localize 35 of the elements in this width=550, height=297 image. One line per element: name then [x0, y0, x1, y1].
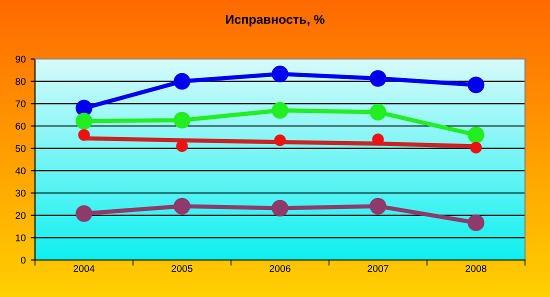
point — [76, 205, 92, 222]
point — [470, 142, 482, 154]
x-tick-label: 2008 — [466, 265, 486, 272]
point — [272, 102, 288, 119]
point — [174, 112, 190, 129]
y-tick-label: 20 — [16, 212, 26, 219]
x-tick-label: 2007 — [368, 265, 388, 272]
y-tick-label: 10 — [16, 234, 26, 242]
y-tick-label: 70 — [16, 100, 26, 108]
point — [468, 126, 484, 144]
point — [78, 129, 90, 141]
point — [176, 140, 188, 152]
point — [272, 66, 288, 82]
point — [372, 134, 384, 146]
point — [272, 200, 288, 217]
point — [468, 76, 484, 94]
y-tick-label: 40 — [15, 167, 26, 174]
y-tick-label: 30 — [16, 190, 26, 197]
x-tick-label: 2005 — [172, 265, 192, 272]
y-tick-label: 60 — [16, 122, 26, 130]
y-tick-label: 80 — [16, 78, 26, 85]
x-tick-label: 2006 — [270, 265, 290, 272]
y-tick-label: 50 — [16, 145, 26, 152]
point — [76, 112, 92, 130]
point — [174, 73, 190, 90]
point — [174, 198, 190, 215]
y-tick-label: 90 — [16, 56, 26, 63]
chart-title: Исправность, % — [226, 15, 324, 26]
point — [370, 70, 386, 87]
point — [274, 134, 286, 146]
point — [468, 214, 484, 232]
y-tick-label: 0 — [20, 256, 26, 264]
x-tick-label: 2004 — [74, 265, 95, 272]
point — [370, 104, 386, 120]
point — [370, 198, 386, 215]
